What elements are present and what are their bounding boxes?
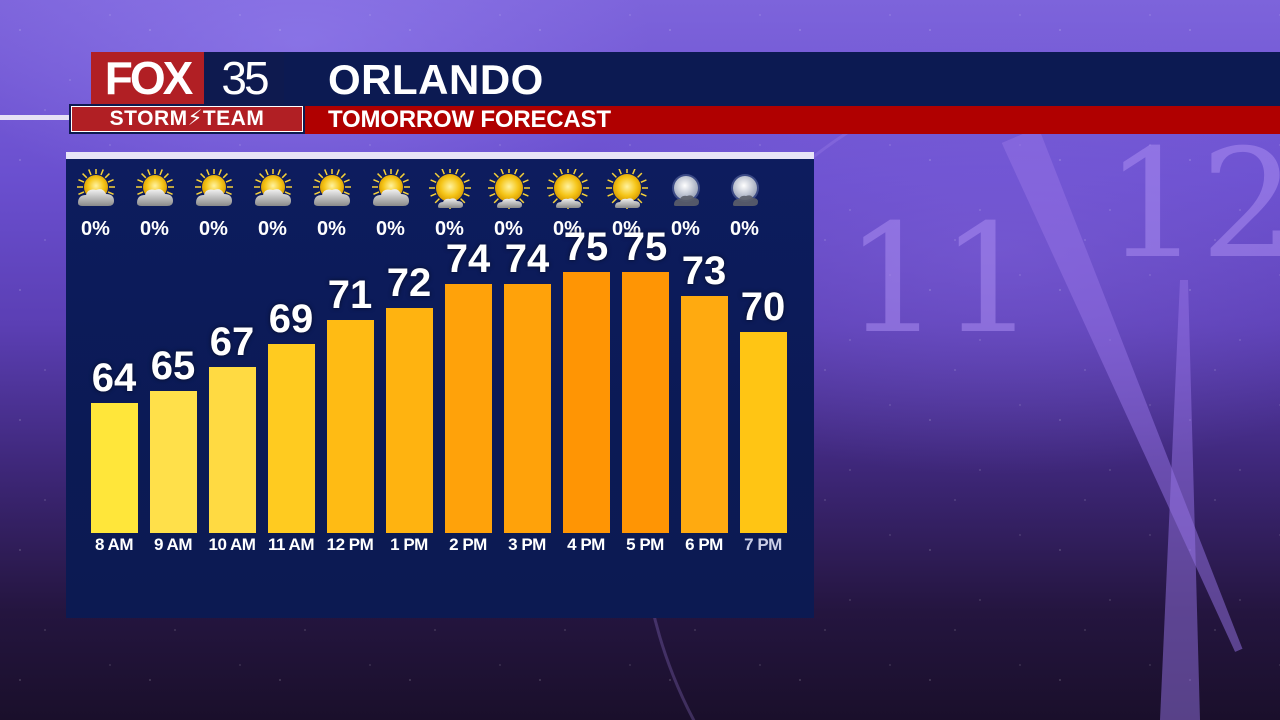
clock-numeral-12: 12 <box>1105 118 1280 292</box>
logo-storm-team: STORM⚡TEAM <box>69 104 305 134</box>
mostly-sunny-icon <box>485 167 533 213</box>
precip-chance: 0% <box>730 218 759 240</box>
temperature-bar <box>150 391 197 533</box>
night-cloudy-icon <box>721 169 769 213</box>
mostly-sunny-icon <box>544 167 592 213</box>
temperature-value: 69 <box>268 296 314 341</box>
temperature-bar <box>386 307 433 533</box>
partly-cloudy-icon <box>131 168 179 213</box>
hour-label: 2 PM <box>449 535 487 554</box>
logo-channel-number: 35 <box>204 52 284 104</box>
logo-fox: FOX <box>91 52 204 104</box>
temperature-value: 74 <box>445 237 491 281</box>
temperature-bar <box>445 284 492 533</box>
temperature-bar <box>209 367 256 533</box>
temperature-bar <box>268 343 315 533</box>
hour-column: 0% 69 11 AM <box>243 159 315 618</box>
temperature-value: 67 <box>209 320 255 365</box>
hour-column: 0% 74 2 PM <box>420 159 492 618</box>
hour-column: 0% 67 10 AM <box>184 159 256 618</box>
temperature-value: 75 <box>622 225 668 270</box>
hour-column: 0% 73 6 PM <box>656 159 728 618</box>
temperature-bar <box>681 295 728 533</box>
hour-column: 0% 65 9 AM <box>125 159 197 618</box>
hour-column: 0% 71 12 PM <box>302 159 374 618</box>
page-subtitle: TOMORROW FORECAST <box>328 106 611 133</box>
logo-storm-team-text: STORM⚡TEAM <box>71 106 303 132</box>
temperature-bar <box>563 272 610 533</box>
hour-column: 0% 64 8 AM <box>66 159 138 618</box>
hour-label: 8 AM <box>95 535 134 554</box>
precip-chance: 0% <box>376 218 405 240</box>
precip-chance: 0% <box>435 218 464 240</box>
temperature-value: 74 <box>504 237 550 281</box>
partly-cloudy-icon <box>367 168 415 213</box>
mostly-sunny-icon <box>426 167 474 213</box>
precip-chance: 0% <box>199 218 228 240</box>
precip-chance: 0% <box>317 218 346 240</box>
partly-cloudy-icon <box>190 168 238 213</box>
hour-column: 0% 74 3 PM <box>479 159 551 618</box>
hour-label: 10 AM <box>208 535 256 554</box>
temperature-bar <box>504 284 551 533</box>
precip-chance: 0% <box>671 218 700 240</box>
precip-chance: 0% <box>494 218 523 240</box>
temperature-value: 65 <box>150 344 196 389</box>
title-bar <box>284 52 1280 106</box>
temperature-bar <box>327 319 374 533</box>
hour-column: 0% 70 7 PM <box>715 159 787 618</box>
hour-label: 11 AM <box>267 535 315 554</box>
night-cloudy-icon <box>662 169 710 213</box>
partly-cloudy-icon <box>308 168 356 213</box>
hour-label: 1 PM <box>390 535 428 554</box>
precip-chance: 0% <box>81 218 110 240</box>
partly-cloudy-icon <box>249 168 297 213</box>
temperature-value: 72 <box>386 260 432 305</box>
hour-label: 7 PM <box>744 535 782 554</box>
clock-hand-hour <box>1002 127 1258 658</box>
temperature-value: 70 <box>740 284 786 329</box>
page-title: ORLANDO <box>328 56 544 103</box>
precip-chance: 0% <box>258 218 287 240</box>
temperature-bar <box>622 272 669 533</box>
partly-cloudy-icon <box>72 168 120 213</box>
mostly-sunny-icon <box>603 167 651 213</box>
header-accent-line <box>0 115 90 120</box>
hour-column: 0% 75 4 PM <box>538 159 610 618</box>
precip-chance: 0% <box>553 218 582 240</box>
hour-label: 6 PM <box>685 535 723 554</box>
temperature-value: 71 <box>327 272 373 317</box>
hour-column: 0% 72 1 PM <box>361 159 433 618</box>
hour-label: 12 PM <box>326 535 374 554</box>
clock-numeral-11: 11 <box>845 193 1036 367</box>
hour-label: 5 PM <box>626 535 664 554</box>
temperature-bar <box>91 403 138 533</box>
temperature-value: 75 <box>563 225 609 270</box>
temperature-value: 73 <box>681 248 727 293</box>
hour-label: 9 AM <box>154 535 193 554</box>
hour-label: 3 PM <box>508 535 546 554</box>
subtitle-bar <box>305 106 1280 134</box>
clock-hand-minute <box>1160 280 1200 720</box>
hour-label: 4 PM <box>567 535 605 554</box>
precip-chance: 0% <box>612 218 641 240</box>
precip-chance: 0% <box>140 218 169 240</box>
hour-column: 0% 75 5 PM <box>597 159 669 618</box>
panel-top-border <box>66 152 814 159</box>
hourly-forecast-panel: 0% 64 8 AM 0% 65 9 AM 0% 67 10 AM 0% 69 11 AM 0% 71 12… <box>66 159 814 618</box>
temperature-bar <box>740 331 787 533</box>
temperature-value: 64 <box>91 356 137 400</box>
